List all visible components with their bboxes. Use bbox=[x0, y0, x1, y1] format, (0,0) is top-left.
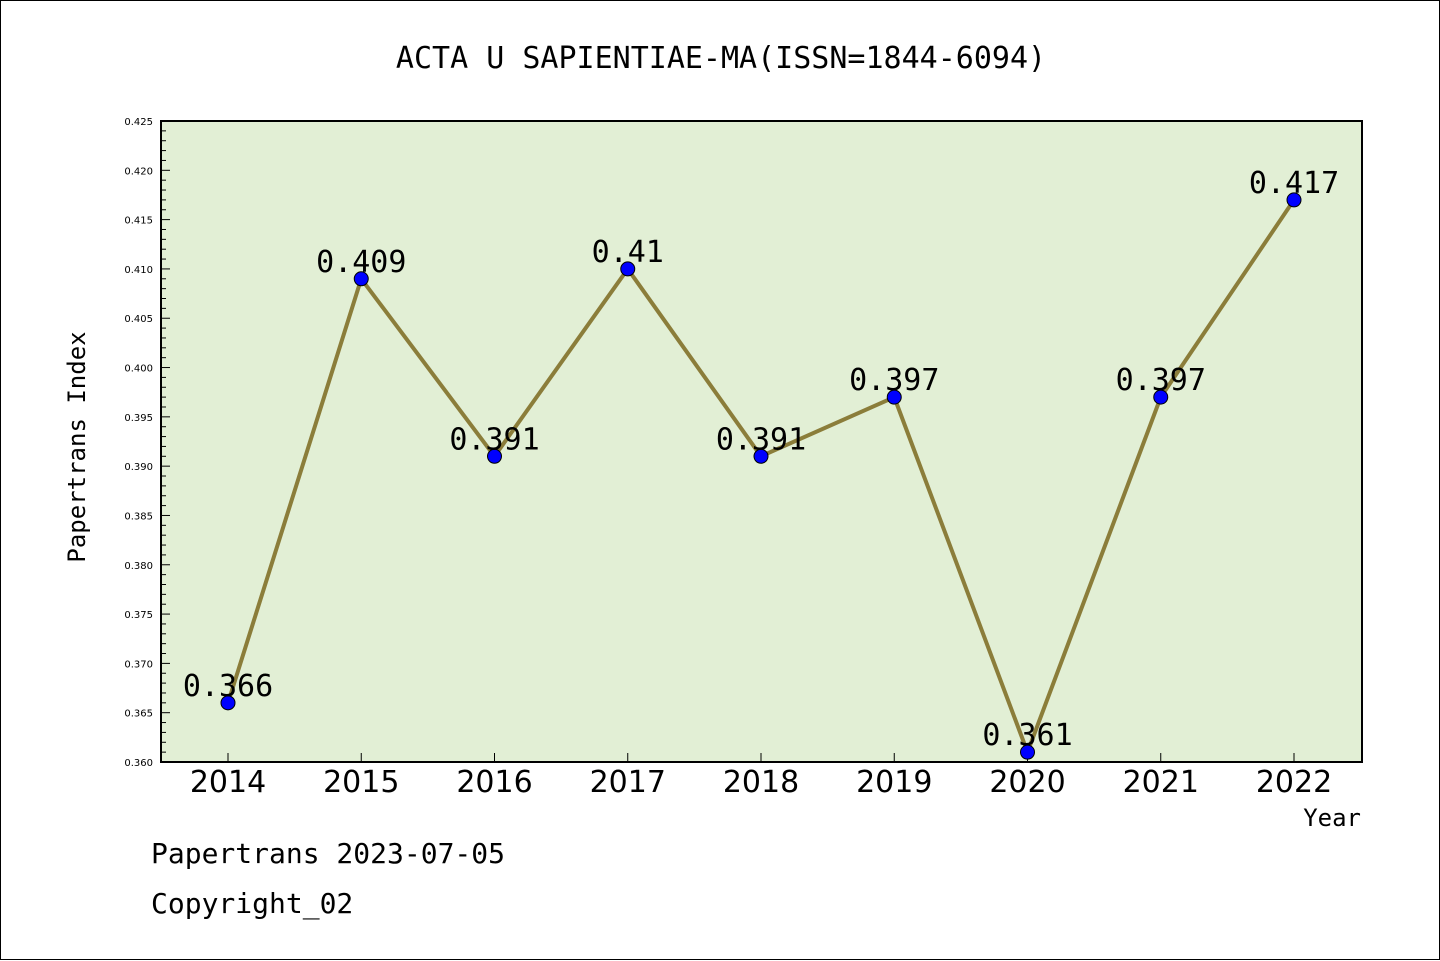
x-axis-label: Year bbox=[1303, 804, 1361, 832]
data-point bbox=[620, 261, 636, 277]
x-tick-label: 2021 bbox=[1123, 765, 1199, 800]
x-tick-label: 2014 bbox=[190, 765, 266, 800]
footer-copyright: Copyright_02 bbox=[151, 887, 354, 920]
chart-title: ACTA U SAPIENTIAE-MA(ISSN=1844-6094) bbox=[396, 41, 1046, 76]
data-label: 0.361 bbox=[982, 718, 1072, 753]
data-label: 0.391 bbox=[716, 422, 806, 457]
data-point bbox=[1020, 744, 1035, 760]
y-axis-ticks: 0.360 0.365 0.370 0.375 0.380 0.385 0.390 0.395… bbox=[124, 117, 170, 769]
x-tick-label: 2022 bbox=[1256, 765, 1332, 800]
x-tick-label: 2020 bbox=[989, 765, 1065, 800]
y-axis-label: Papertrans Index bbox=[63, 331, 91, 562]
data-point bbox=[1153, 389, 1169, 405]
data-point bbox=[886, 389, 902, 405]
data-label: 0.397 bbox=[1116, 363, 1206, 398]
x-tick-label: 2016 bbox=[456, 765, 532, 800]
data-label: 0.397 bbox=[849, 363, 939, 398]
data-point bbox=[753, 448, 769, 464]
y-tick-label: 0.365 bbox=[124, 709, 153, 720]
data-label: 0.41 bbox=[592, 235, 664, 270]
x-tick-label: 2018 bbox=[723, 765, 799, 800]
x-tick-label: 2015 bbox=[323, 765, 399, 800]
footer-date: Papertrans 2023-07-05 bbox=[151, 837, 506, 870]
data-point bbox=[353, 271, 369, 287]
y-tick-label: 0.395 bbox=[124, 413, 153, 424]
data-label: 0.417 bbox=[1249, 166, 1339, 201]
y-tick-label: 0.360 bbox=[124, 758, 153, 769]
y-tick-label: 0.400 bbox=[124, 364, 153, 375]
data-label: 0.409 bbox=[316, 245, 406, 280]
y-tick-label: 0.415 bbox=[124, 216, 153, 227]
data-label: 0.366 bbox=[183, 669, 273, 704]
y-tick-label: 0.405 bbox=[124, 314, 153, 325]
x-axis-ticks: 2014 2015 2016 2017 2018 2019 2020 2021 2022 bbox=[190, 753, 1332, 800]
y-tick-label: 0.370 bbox=[124, 659, 153, 670]
plot-area bbox=[160, 120, 1363, 763]
data-label: 0.391 bbox=[449, 422, 539, 457]
data-point bbox=[220, 695, 236, 711]
y-tick-label: 0.385 bbox=[124, 511, 153, 522]
y-tick-label: 0.380 bbox=[124, 561, 153, 572]
data-labels: 0.366 0.409 0.391 0.41 0.391 0.397 0.361 0.397 0… bbox=[183, 166, 1339, 753]
x-tick-label: 2019 bbox=[856, 765, 932, 800]
y-tick-label: 0.425 bbox=[124, 117, 153, 128]
data-markers bbox=[220, 192, 1302, 760]
x-tick-label: 2017 bbox=[590, 765, 666, 800]
y-tick-label: 0.390 bbox=[124, 462, 153, 473]
y-tick-label: 0.410 bbox=[124, 265, 153, 276]
data-point bbox=[487, 448, 502, 464]
data-point bbox=[1286, 192, 1302, 208]
y-tick-label: 0.420 bbox=[124, 166, 153, 177]
y-tick-label: 0.375 bbox=[124, 610, 153, 621]
